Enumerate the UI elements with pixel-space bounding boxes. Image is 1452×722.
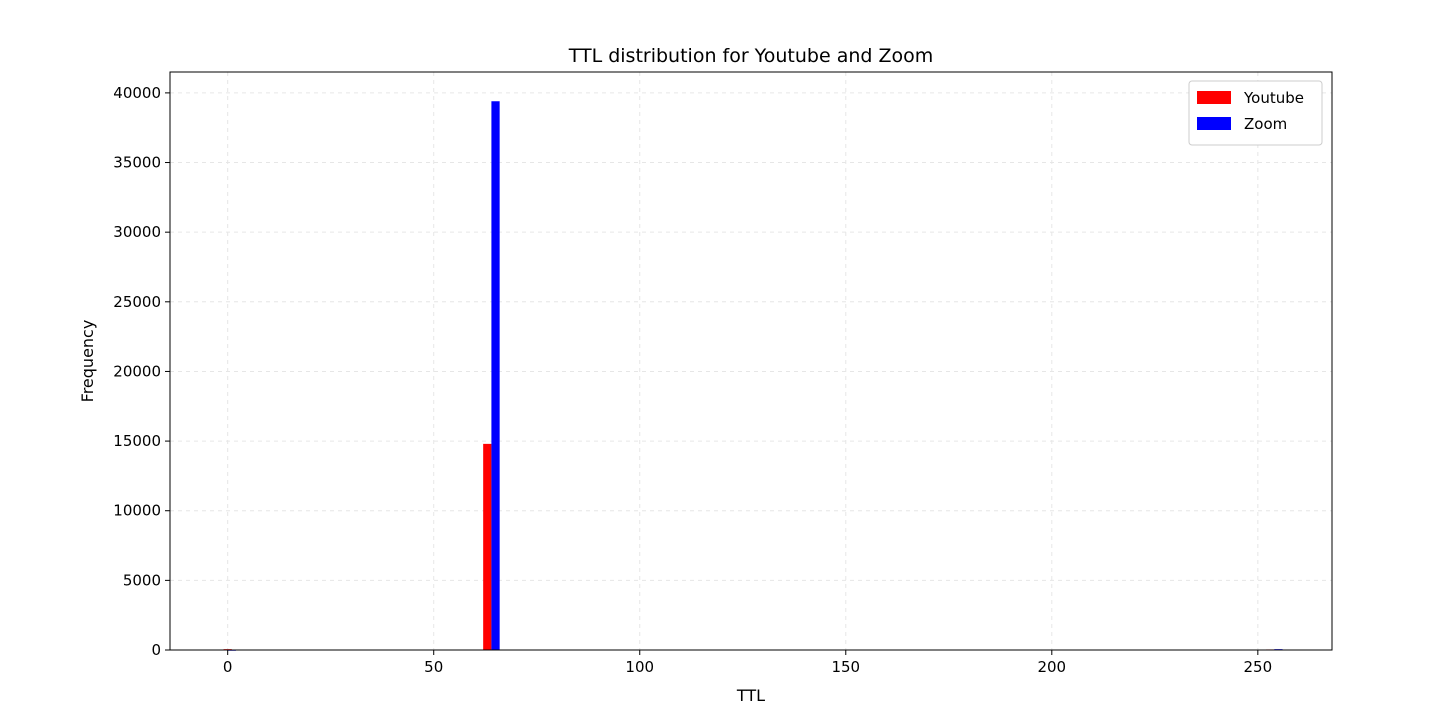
legend-swatch-zoom: [1197, 117, 1231, 130]
y-tick-label: 20000: [113, 362, 161, 380]
y-tick-label: 35000: [113, 154, 161, 172]
bar-zoom: [491, 101, 500, 651]
x-axis-label: TTL: [736, 686, 765, 705]
x-tick-label: 0: [223, 658, 233, 676]
x-tick-label: 100: [625, 658, 654, 676]
legend-label-zoom: Zoom: [1244, 115, 1287, 133]
y-tick-label: 5000: [123, 571, 161, 589]
y-axis-label: Frequency: [78, 320, 97, 403]
x-tick-label: 250: [1244, 658, 1273, 676]
x-tick-label: 200: [1037, 658, 1066, 676]
y-axis-ticks: 0 5000 10000 15000 20000 25000 30000 35000 40000: [113, 84, 170, 659]
x-tick-label: 50: [424, 658, 443, 676]
y-tick-label: 40000: [113, 84, 161, 102]
plot-frame: [169, 71, 1333, 651]
legend: Youtube Zoom: [1188, 80, 1323, 146]
y-tick-label: 30000: [113, 223, 161, 241]
y-tick-label: 0: [151, 641, 161, 659]
y-tick-label: 15000: [113, 432, 161, 450]
y-tick-label: 25000: [113, 293, 161, 311]
legend-swatch-youtube: [1197, 91, 1231, 104]
plot-background: [170, 72, 1332, 650]
x-tick-label: 150: [831, 658, 860, 676]
x-axis-ticks: 0 50 100 150 200 250: [223, 650, 1272, 676]
y-tick-label: 10000: [113, 502, 161, 520]
bar-youtube: [483, 443, 492, 650]
legend-label-youtube: Youtube: [1243, 89, 1304, 107]
chart-title: TTL distribution for Youtube and Zoom: [568, 45, 934, 67]
